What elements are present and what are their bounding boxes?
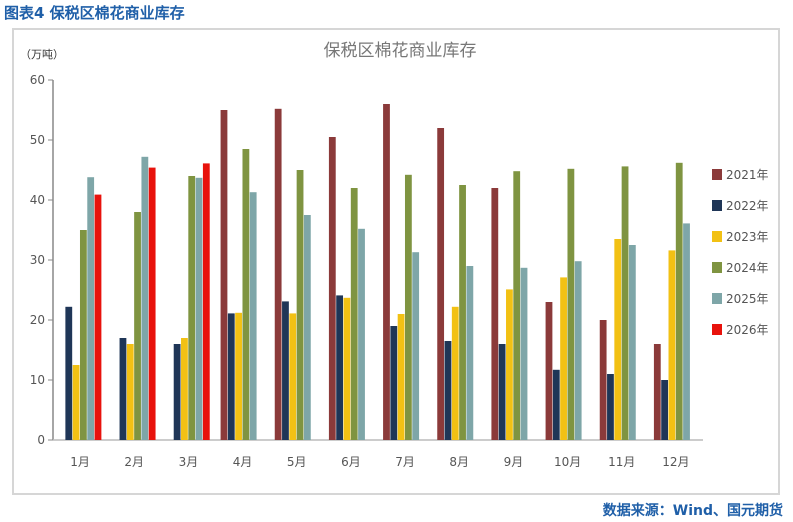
bar-2024年-6月	[350, 188, 358, 440]
bar-2026年-1月	[94, 194, 102, 440]
bar-2022年-10月	[552, 369, 560, 440]
x-tick-label: 5月	[287, 455, 307, 469]
legend-label: 2023年	[726, 230, 769, 244]
bar-2024年-9月	[513, 171, 521, 440]
bar-2023年-11月	[614, 239, 622, 440]
bar-2023年-5月	[289, 313, 297, 440]
bar-2022年-11月	[607, 374, 614, 440]
bar-2024年-2月	[134, 212, 141, 440]
y-tick-label: 40	[30, 193, 45, 207]
bar-2025年-2月	[141, 156, 149, 441]
x-tick-label: 4月	[233, 455, 253, 469]
bar-2022年-1月	[65, 306, 73, 440]
y-tick-label: 10	[30, 373, 45, 387]
bar-2024年-11月	[621, 166, 629, 440]
y-tick-label: 30	[30, 253, 45, 267]
bar-2021年-10月	[545, 302, 553, 440]
bar-2022年-2月	[119, 338, 127, 440]
legend-label: 2022年	[726, 199, 769, 213]
legend-label: 2024年	[726, 261, 769, 275]
bar-2024年-7月	[404, 174, 412, 441]
y-tick-label: 60	[30, 73, 45, 87]
bar-2025年-1月	[87, 177, 95, 440]
bar-2026年-3月	[202, 163, 210, 440]
x-tick-label: 6月	[341, 455, 361, 469]
bar-2024年-1月	[79, 230, 87, 440]
x-tick-label: 12月	[662, 455, 689, 469]
legend-swatch	[712, 262, 722, 273]
bar-2022年-4月	[227, 313, 235, 440]
y-axis-label: （万吨）	[20, 48, 64, 61]
bar-2021年-7月	[383, 104, 390, 440]
bar-2022年-12月	[661, 380, 669, 440]
bar-2024年-12月	[675, 162, 683, 441]
bar-2023年-1月	[72, 365, 80, 440]
bar-2024年-10月	[567, 168, 575, 441]
bar-2023年-7月	[397, 314, 405, 440]
legend-label: 2025年	[726, 292, 769, 306]
bar-2021年-4月	[220, 110, 228, 440]
bar-2023年-12月	[668, 250, 676, 440]
bar-2025年-11月	[628, 245, 636, 440]
bar-2024年-5月	[296, 170, 304, 440]
bar-2023年-10月	[560, 277, 567, 440]
legend-swatch	[712, 231, 722, 242]
bar-2023年-3月	[181, 338, 188, 440]
data-source: 数据来源：Wind、国元期货	[602, 503, 783, 519]
y-tick-label: 0	[37, 433, 45, 447]
legend-swatch	[712, 200, 722, 211]
bar-2024年-4月	[242, 149, 250, 440]
bar-2021年-11月	[599, 320, 607, 440]
bar-2023年-4月	[235, 312, 242, 440]
legend-swatch	[712, 324, 722, 335]
x-tick-label: 10月	[554, 455, 581, 469]
bar-2023年-6月	[343, 297, 351, 440]
legend-label: 2021年	[726, 168, 769, 182]
bar-2025年-5月	[303, 215, 311, 440]
x-tick-label: 1月	[70, 455, 90, 469]
bar-2022年-7月	[390, 326, 398, 440]
bar-2021年-12月	[653, 344, 661, 440]
bar-2022年-6月	[336, 295, 344, 440]
bar-2022年-5月	[282, 301, 289, 440]
y-tick-label: 20	[30, 313, 45, 327]
bar-2025年-3月	[195, 177, 203, 441]
bar-2023年-8月	[451, 306, 459, 440]
figure-title: 图表4 保税区棉花商业库存	[4, 4, 185, 22]
chart-title: 保税区棉花商业库存	[324, 41, 477, 61]
bar-2022年-9月	[498, 344, 506, 440]
bar-2025年-7月	[412, 252, 420, 440]
bar-2025年-6月	[358, 228, 365, 440]
x-tick-label: 7月	[395, 455, 415, 469]
bar-2026年-2月	[148, 167, 156, 440]
bar-2025年-10月	[574, 261, 582, 440]
chart-frame	[12, 28, 780, 495]
legend-label: 2026年	[726, 323, 769, 337]
bar-2024年-3月	[188, 176, 196, 440]
bar-2022年-8月	[444, 341, 452, 440]
bar-2021年-6月	[328, 137, 336, 440]
bar-2025年-9月	[520, 267, 528, 440]
bar-2023年-2月	[126, 344, 134, 440]
bar-2025年-8月	[466, 266, 474, 440]
bar-2021年-9月	[491, 188, 499, 440]
bar-2024年-8月	[459, 185, 466, 440]
bar-2025年-4月	[249, 192, 257, 440]
x-tick-label: 2月	[124, 455, 144, 469]
bar-2021年-8月	[437, 128, 445, 440]
bar-2022年-3月	[173, 344, 181, 440]
x-tick-label: 8月	[449, 455, 469, 469]
bar-2021年-5月	[274, 108, 282, 441]
x-tick-label: 11月	[608, 455, 635, 469]
x-tick-label: 3月	[179, 455, 199, 469]
y-tick-label: 50	[30, 133, 45, 147]
x-tick-label: 9月	[504, 455, 524, 469]
legend-swatch	[712, 169, 722, 180]
bar-2023年-9月	[506, 289, 513, 440]
legend-swatch	[712, 293, 722, 304]
bar-2025年-12月	[683, 223, 690, 440]
